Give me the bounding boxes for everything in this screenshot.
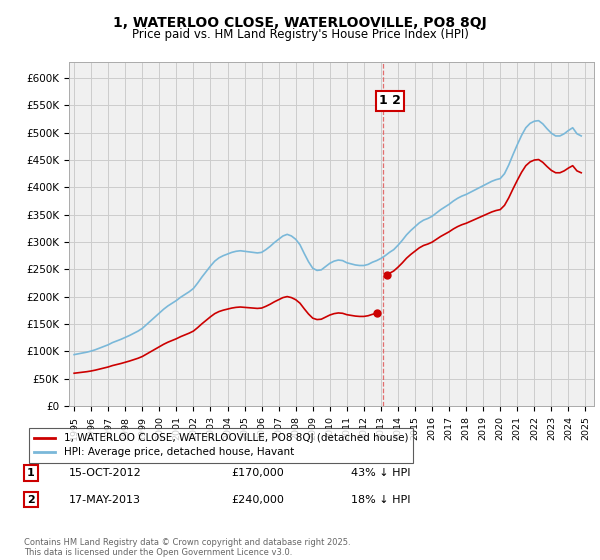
Text: £170,000: £170,000 (231, 468, 284, 478)
Text: 15-OCT-2012: 15-OCT-2012 (69, 468, 142, 478)
Text: Contains HM Land Registry data © Crown copyright and database right 2025.
This d: Contains HM Land Registry data © Crown c… (24, 538, 350, 557)
Text: 18% ↓ HPI: 18% ↓ HPI (351, 494, 410, 505)
Text: 2: 2 (27, 494, 35, 505)
Text: 1 2: 1 2 (379, 95, 401, 108)
Text: 17-MAY-2013: 17-MAY-2013 (69, 494, 141, 505)
Text: 1, WATERLOO CLOSE, WATERLOOVILLE, PO8 8QJ: 1, WATERLOO CLOSE, WATERLOOVILLE, PO8 8Q… (113, 16, 487, 30)
Text: 1: 1 (27, 468, 35, 478)
Text: £240,000: £240,000 (231, 494, 284, 505)
Text: Price paid vs. HM Land Registry's House Price Index (HPI): Price paid vs. HM Land Registry's House … (131, 28, 469, 41)
Legend: 1, WATERLOO CLOSE, WATERLOOVILLE, PO8 8QJ (detached house), HPI: Average price, : 1, WATERLOO CLOSE, WATERLOOVILLE, PO8 8Q… (29, 428, 413, 463)
Text: 43% ↓ HPI: 43% ↓ HPI (351, 468, 410, 478)
